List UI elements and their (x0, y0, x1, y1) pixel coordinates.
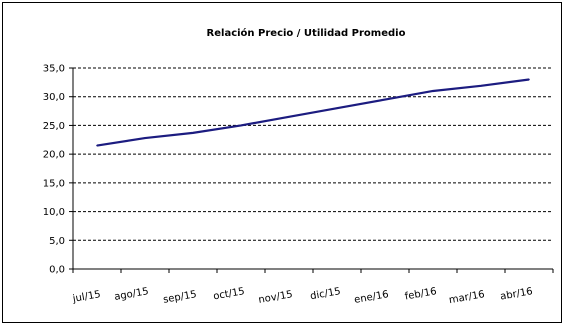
x-tick-label: mar/16 (448, 289, 485, 306)
data-point (96, 144, 98, 147)
x-tick-label: jul/15 (71, 289, 101, 305)
data-point (480, 85, 482, 87)
x-tick-label: oct/15 (212, 286, 245, 302)
x-tick-label: dic/15 (309, 286, 341, 302)
y-tick-label: 35,0 (43, 64, 65, 75)
y-tick-label: 0,0 (49, 265, 65, 276)
x-tick-label: abr/16 (499, 286, 533, 303)
x-tick-label: ene/16 (353, 289, 389, 306)
data-point (192, 132, 194, 134)
line-chart: Relación Precio / Utilidad Promedio 0,0 5… (43, 27, 554, 306)
data-point (144, 137, 146, 139)
axes (69, 67, 554, 273)
chart-title: Relación Precio / Utilidad Promedio (207, 27, 406, 39)
data-point (336, 107, 338, 109)
x-tick-labels: jul/15 ago/15 sep/15 oct/15 nov/15 dic/15 ene/… (71, 286, 533, 306)
x-tick-label: ago/15 (113, 286, 149, 303)
series-layer (96, 78, 530, 147)
grid-lines (73, 67, 553, 241)
data-point (528, 78, 530, 81)
y-tick-label: 15,0 (43, 178, 65, 189)
y-tick-label: 20,0 (43, 150, 65, 161)
y-tick-label: 10,0 (43, 207, 65, 218)
y-tick-label: 30,0 (43, 92, 65, 103)
x-tick-label: sep/15 (162, 289, 197, 306)
data-point (384, 98, 386, 101)
chart-frame: Relación Precio / Utilidad Promedio 0,0 5… (2, 2, 562, 323)
series-line (96, 78, 530, 147)
y-tick-labels: 0,0 5,0 10,0 15,0 20,0 25,0 30,0 35,0 (43, 64, 65, 276)
data-point (288, 116, 290, 118)
data-point (432, 90, 434, 92)
y-tick-label: 5,0 (49, 236, 65, 247)
y-tick-label: 25,0 (43, 121, 65, 132)
x-tick-label: nov/15 (258, 289, 294, 306)
x-tick-label: feb/16 (404, 286, 438, 302)
data-point (240, 124, 242, 127)
